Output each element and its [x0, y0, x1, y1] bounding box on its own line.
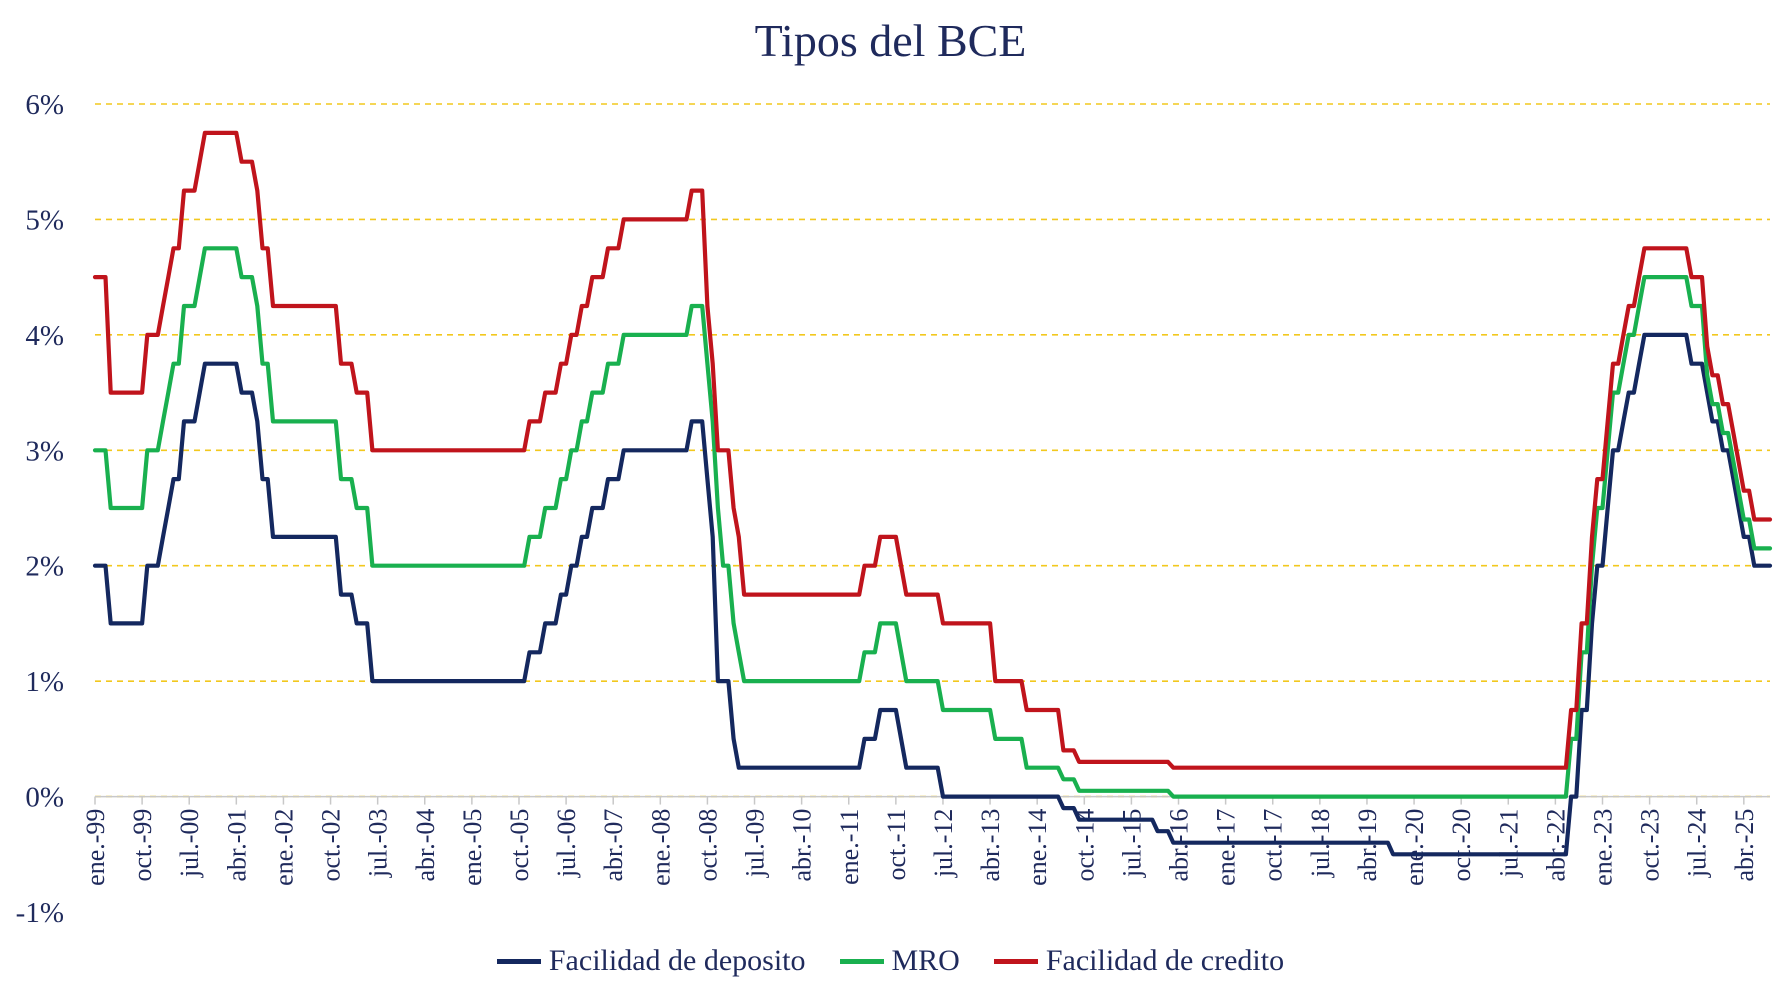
y-tick-label: 1% [25, 666, 64, 698]
x-tick-label: ene.-11 [835, 809, 864, 885]
chart-title: Tipos del BCE [754, 15, 1027, 66]
y-tick-label: 2% [25, 551, 64, 583]
x-tick-label: ene.-02 [269, 809, 298, 886]
x-tick-label: jul.-21 [1494, 809, 1523, 879]
x-tick-label: abr.-10 [788, 809, 817, 882]
series-line-2 [92, 130, 1773, 770]
y-tick-label: 5% [25, 204, 64, 236]
legend-label-mro: MRO [891, 944, 960, 977]
legend: Facilidad de deposito MRO Facilidad de c… [0, 944, 1781, 978]
legend-label-deposito: Facilidad de deposito [548, 944, 806, 977]
x-tick-label: abr.-25 [1730, 809, 1759, 882]
y-tick-label: -1% [16, 897, 64, 929]
x-tick-label: oct.-20 [1447, 809, 1476, 882]
x-tick-label: jul.-09 [741, 809, 770, 879]
x-tick-label: abr.-13 [976, 809, 1005, 882]
x-tick-label: jul.-06 [552, 809, 581, 879]
legend-item-credito: Facilidad de credito [993, 944, 1285, 978]
x-tick-label: jul.-12 [929, 809, 958, 879]
y-tick-label: 0% [25, 782, 64, 814]
legend-item-deposito: Facilidad de deposito [496, 944, 806, 978]
x-tick-label: ene.-05 [458, 809, 487, 886]
x-tick-label: oct.-17 [1259, 809, 1288, 882]
series-line-1 [92, 246, 1773, 799]
series-lines [92, 130, 1773, 857]
legend-label-credito: Facilidad de credito [1045, 944, 1285, 977]
x-tick-label: abr.-01 [222, 809, 251, 882]
x-tick-label: abr.-16 [1165, 809, 1194, 882]
x-tick-label: oct.-11 [882, 809, 911, 881]
legend-swatch-deposito [496, 958, 541, 964]
y-tick-label: 4% [25, 320, 64, 352]
x-tick-label: ene.-17 [1212, 809, 1241, 886]
x-tick-label: oct.-02 [317, 809, 346, 882]
x-tick-label: ene.-99 [81, 809, 110, 886]
x-tick-label: jul.-00 [175, 809, 204, 879]
legend-swatch-mro [839, 958, 884, 964]
x-tick-label: ene.-08 [646, 809, 675, 886]
grid-lines [95, 103, 1770, 798]
y-axis-tick-labels: -1% 0% 1% 2% 3% 4% 5% 6% [16, 89, 64, 929]
legend-swatch-credito [993, 958, 1038, 964]
x-tick-label: jul.-24 [1683, 809, 1712, 879]
x-tick-label: ene.-23 [1589, 809, 1618, 886]
x-tick-label: oct.-99 [128, 809, 157, 882]
x-tick-label: abr.-07 [599, 809, 628, 882]
x-tick-label: abr.-04 [411, 809, 440, 882]
series-line-0 [92, 332, 1773, 857]
y-tick-label: 6% [25, 89, 64, 121]
x-tick-label: abr.-19 [1353, 809, 1382, 882]
x-tick-label: oct.-05 [505, 809, 534, 882]
x-tick-label: oct.-23 [1636, 809, 1665, 882]
x-tick-label: ene.-14 [1023, 809, 1052, 886]
y-tick-label: 3% [25, 435, 64, 467]
x-tick-label: oct.-08 [693, 809, 722, 882]
x-tick-label: jul.-03 [364, 809, 393, 879]
x-tick-label: ene.-20 [1400, 809, 1429, 886]
x-axis-tick-labels: ene.-99 oct.-99 jul.-00 abr.-01 ene.-02 oct.-… [81, 809, 1759, 886]
legend-item-mro: MRO [839, 944, 960, 978]
